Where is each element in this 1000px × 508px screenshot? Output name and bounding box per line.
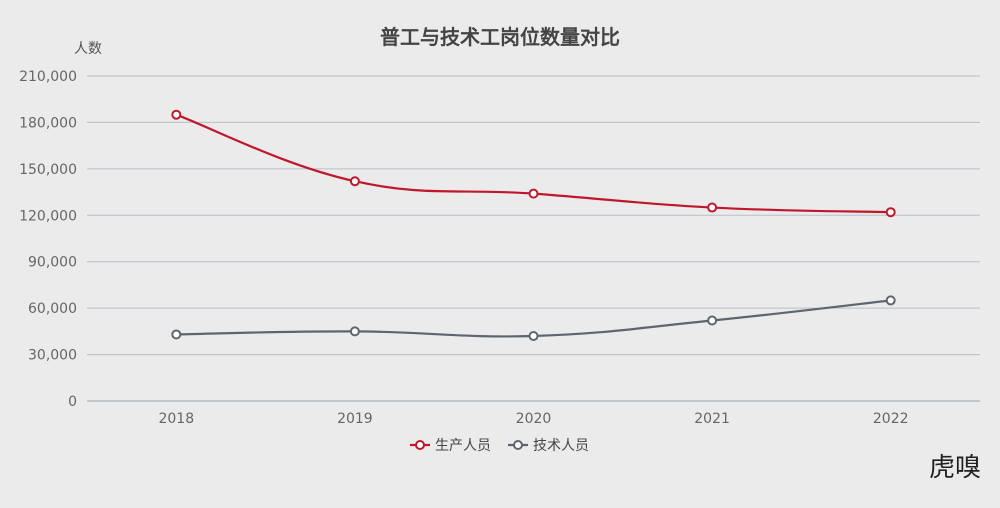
data-point[interactable] — [171, 329, 182, 340]
y-tick-label: 0 — [68, 394, 77, 410]
data-point[interactable] — [349, 326, 360, 337]
legend-label[interactable]: 生产人员 — [435, 438, 491, 454]
x-tick-label: 2019 — [337, 411, 373, 427]
data-point[interactable] — [885, 207, 896, 218]
y-tick-label: 120,000 — [19, 208, 77, 224]
data-point[interactable] — [349, 176, 360, 187]
chart-title: 普工与技术工岗位数量对比 — [380, 25, 620, 49]
x-axis-ticks: 2018 2019 2020 2021 2022 — [158, 411, 908, 427]
data-point[interactable] — [528, 331, 539, 341]
y-axis-unit-label: 人数 — [74, 41, 102, 57]
y-tick-label: 30,000 — [28, 348, 77, 364]
legend-marker — [415, 440, 425, 450]
data-point[interactable] — [707, 202, 718, 213]
y-tick-label: 210,000 — [19, 69, 77, 85]
x-tick-label: 2018 — [158, 411, 194, 427]
legend-label[interactable]: 技术人员 — [533, 438, 589, 454]
y-tick-label: 150,000 — [19, 162, 77, 178]
y-tick-label: 180,000 — [19, 115, 77, 131]
x-tick-label: 2022 — [873, 411, 909, 427]
data-point[interactable] — [171, 109, 182, 120]
x-tick-label: 2021 — [694, 411, 730, 427]
data-point[interactable] — [528, 188, 539, 199]
data-point[interactable] — [885, 295, 896, 306]
data-point[interactable] — [707, 315, 718, 326]
legend-marker — [513, 440, 523, 450]
watermark-logo: 虎嗅 — [929, 453, 981, 483]
y-axis-ticks: 0 30,000 60,000 90,000 120,000 150,000 180,000… — [19, 69, 77, 410]
series-lines — [171, 109, 896, 341]
x-tick-label: 2020 — [516, 411, 552, 427]
gridlines — [87, 75, 980, 402]
y-tick-label: 90,000 — [28, 255, 77, 271]
legend: 生产人员 技术人员 — [410, 438, 589, 454]
y-tick-label: 60,000 — [28, 301, 77, 317]
